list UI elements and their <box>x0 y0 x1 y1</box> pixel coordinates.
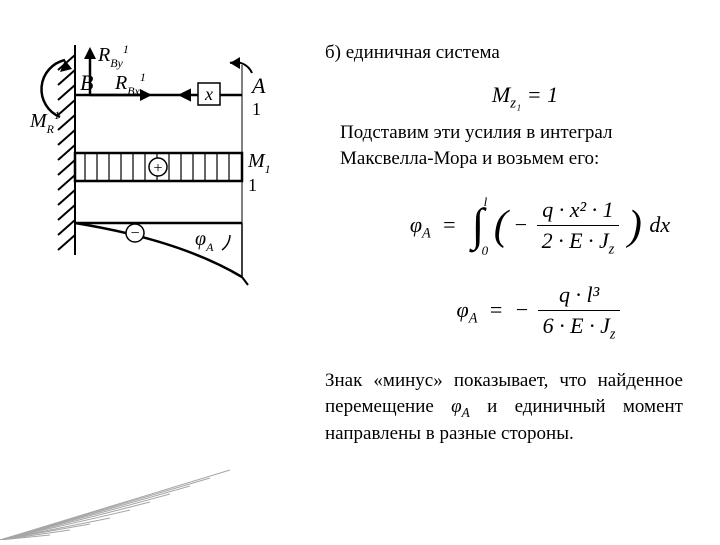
heading-unit-system: б) единичная система <box>325 40 685 66</box>
text-substitute-integral: Подставим эти усилия в интеграл Максвелл… <box>340 120 700 171</box>
slide-page: x A 1 B RBy1 RBx1 <box>0 0 720 540</box>
decor-corner-lines <box>0 460 240 540</box>
moment-plus: + <box>153 160 162 177</box>
equation-phi-integral: φA = l ∫ 0 ( − q · x² · 1 2 · E · Jz ) d… <box>390 195 690 259</box>
label-A: A <box>250 73 266 98</box>
beam-unit-system-figure: x A 1 B RBy1 RBx1 <box>30 45 290 305</box>
beam-figure-svg: x A 1 B RBy1 RBx1 <box>30 45 290 305</box>
label-one-a: 1 <box>252 99 261 119</box>
conclusion-text: Знак «минус» показывает, что найденное п… <box>325 368 683 447</box>
label-RBy: RBy1 <box>97 45 129 70</box>
label-MR: MR1 <box>30 108 60 136</box>
label-x: x <box>204 84 213 104</box>
label-B: B <box>80 70 93 95</box>
equation-phi-result: φA = − q · l³ 6 · E · Jz <box>410 280 670 344</box>
label-M1: M1 <box>247 150 271 176</box>
label-one-m: 1 <box>248 175 257 195</box>
label-phiA: φA <box>195 228 214 254</box>
defl-minus: − <box>130 225 139 242</box>
equation-unit-moment: Mz₁ = 1 <box>400 80 650 114</box>
